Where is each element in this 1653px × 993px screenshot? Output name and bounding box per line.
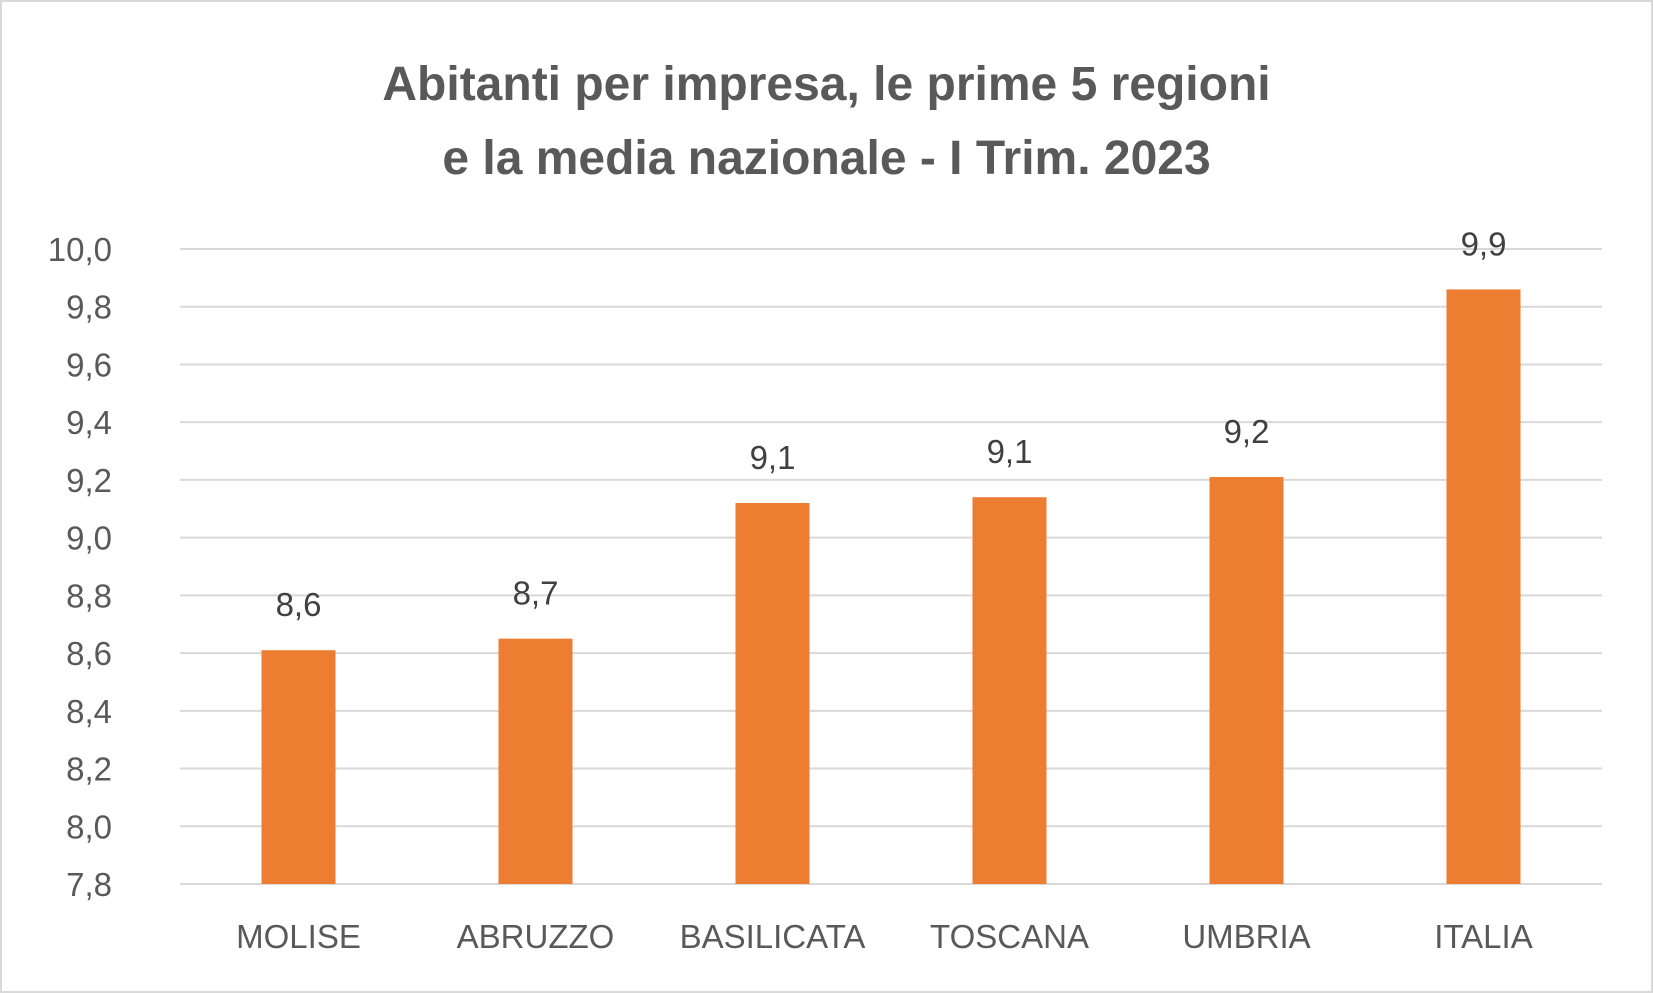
y-tick-label: 9,8 <box>66 289 112 326</box>
data-label: 9,1 <box>750 439 796 476</box>
data-label: 9,9 <box>1461 225 1507 262</box>
chart-title: Abitanti per impresa, le prime 5 regioni… <box>0 48 1653 196</box>
x-category-label: UMBRIA <box>1182 918 1310 955</box>
y-tick-label: 9,2 <box>66 462 112 499</box>
y-tick-label: 8,6 <box>66 635 112 672</box>
y-tick-label: 7,8 <box>66 866 112 903</box>
x-category-label: ITALIA <box>1434 918 1532 955</box>
gridlines <box>180 248 1602 885</box>
data-label: 8,6 <box>276 586 322 623</box>
y-tick-label: 8,8 <box>66 577 112 614</box>
y-axis-tick-labels: 7,8 8,0 8,2 8,4 8,6 8,8 9,0 9,2 9,4 9,6 9,8 10,0 <box>48 231 112 903</box>
chart-title-line-1: Abitanti per impresa, le prime 5 regioni <box>382 58 1271 111</box>
y-tick-label: 8,2 <box>66 751 112 788</box>
x-category-label: BASILICATA <box>680 918 866 955</box>
data-labels: 8,6 8,7 9,1 9,1 9,2 9,9 <box>276 225 1507 623</box>
bar-basilicata <box>735 503 810 884</box>
x-category-label: MOLISE <box>236 918 361 955</box>
data-label: 8,7 <box>513 575 559 612</box>
chart-title-line-2: e la media nazionale - I Trim. 2023 <box>442 132 1211 185</box>
bar-molise <box>261 650 336 884</box>
x-axis-category-labels: MOLISE ABRUZZO BASILICATA TOSCANA UMBRIA ITAL… <box>236 918 1533 955</box>
y-tick-label: 10,0 <box>48 231 112 268</box>
bar-abruzzo <box>498 638 573 884</box>
y-tick-label: 8,0 <box>66 808 112 845</box>
bar-italia <box>1446 289 1521 885</box>
y-tick-label: 9,0 <box>66 520 112 557</box>
y-tick-label: 9,6 <box>66 346 112 383</box>
bar-toscana <box>972 497 1047 884</box>
y-tick-label: 9,4 <box>66 404 112 441</box>
x-category-label: TOSCANA <box>930 918 1089 955</box>
bar-umbria <box>1209 477 1284 884</box>
bars <box>261 289 1521 885</box>
x-category-label: ABRUZZO <box>457 918 615 955</box>
data-label: 9,1 <box>987 433 1033 470</box>
data-label: 9,2 <box>1224 413 1270 450</box>
y-tick-label: 8,4 <box>66 693 112 730</box>
